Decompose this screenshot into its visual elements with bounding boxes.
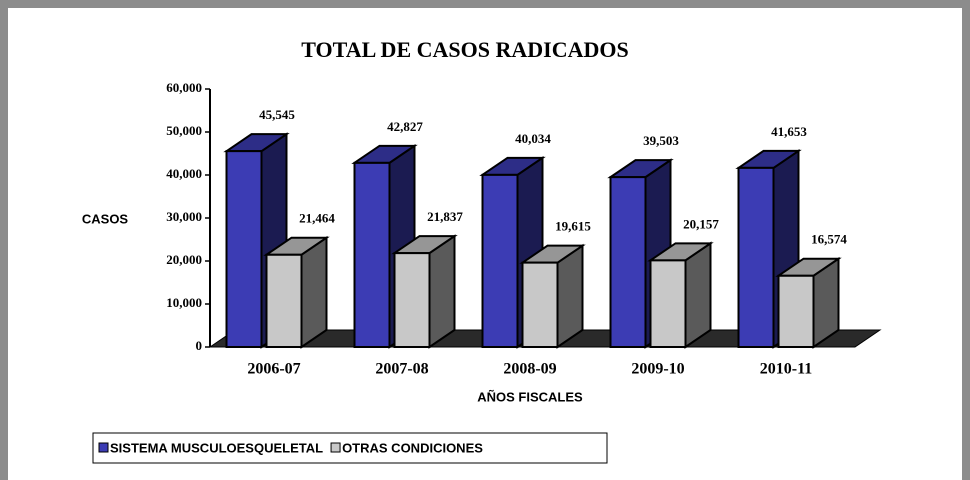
value-label: 21,464	[299, 211, 335, 226]
x-tick-label: 2006-07	[247, 361, 300, 378]
bar	[391, 234, 458, 349]
y-axis-label: CASOS	[82, 211, 129, 226]
y-tick-label: 20,000	[166, 252, 202, 267]
x-tick-label: 2007-08	[375, 361, 428, 378]
bar-front	[777, 274, 815, 348]
legend-swatch	[330, 442, 341, 453]
bar-front	[393, 252, 431, 348]
bar-front	[609, 176, 647, 348]
y-tick-label: 50,000	[166, 123, 202, 138]
y-tick-label: 0	[196, 338, 203, 353]
bar	[263, 235, 330, 349]
value-label: 41,653	[771, 124, 807, 139]
bar-front	[225, 150, 263, 348]
bar-front	[353, 161, 391, 348]
y-tick-label: 40,000	[166, 166, 202, 181]
value-label: 16,574	[811, 232, 847, 247]
value-label: 39,503	[643, 133, 679, 148]
bar-front	[521, 261, 559, 348]
bar-front	[481, 173, 519, 348]
bar-front	[737, 166, 775, 348]
bar	[775, 256, 842, 349]
bar	[479, 155, 546, 349]
bar-side	[300, 235, 328, 349]
bar-front	[649, 259, 687, 348]
y-tick-label: 30,000	[166, 209, 202, 224]
value-label: 19,615	[555, 219, 591, 234]
chart-title: TOTAL DE CASOS RADICADOS	[301, 37, 628, 62]
value-label: 21,837	[427, 209, 463, 224]
x-tick-label: 2008-09	[503, 361, 556, 378]
y-tick-label: 10,000	[166, 295, 202, 310]
x-tick-label: 2009-10	[631, 361, 684, 378]
bar-side	[428, 234, 456, 349]
legend-label: OTRAS CONDICIONES	[342, 440, 483, 455]
x-axis-label: AÑOS FISCALES	[477, 389, 583, 404]
value-label: 45,545	[259, 107, 295, 122]
bar-front	[265, 253, 303, 348]
x-tick-label: 2010-11	[760, 361, 812, 378]
legend-label: SISTEMA MUSCULOESQUELETAL	[110, 440, 323, 455]
y-tick-label: 60,000	[166, 80, 202, 95]
value-label: 40,034	[515, 131, 551, 146]
value-label: 20,157	[683, 216, 719, 231]
bar	[647, 241, 714, 349]
value-label: 42,827	[387, 119, 423, 134]
legend-swatch	[98, 442, 109, 453]
legend-box	[92, 432, 608, 464]
bar	[519, 243, 586, 349]
